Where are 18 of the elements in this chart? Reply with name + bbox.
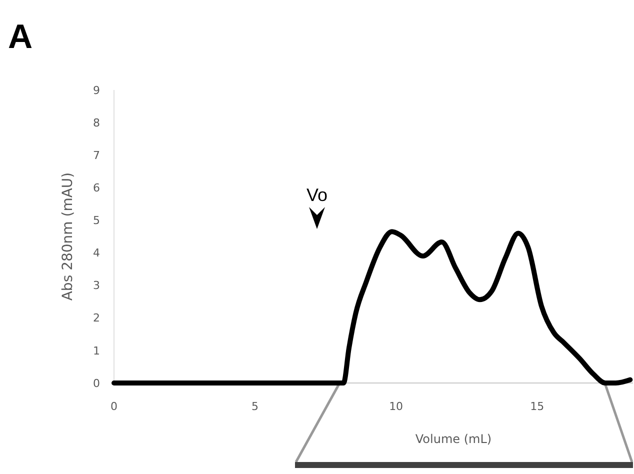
- y-tick-label: 7: [93, 148, 100, 162]
- y-tick-label: 9: [93, 84, 100, 97]
- y-tick-label: 0: [93, 376, 100, 390]
- y-tick-label: 6: [93, 182, 100, 195]
- y-axis-title: Abs 280nm (mAU): [60, 172, 76, 301]
- y-tick-label: 2: [93, 312, 100, 325]
- y-tick-label: 3: [93, 279, 100, 292]
- x-tick-label: 0: [110, 400, 118, 413]
- x-tick-label: 15: [530, 400, 544, 413]
- y-tick-label: 8: [93, 116, 100, 130]
- text: A: [8, 18, 33, 56]
- x-tick-label: 5: [252, 400, 259, 413]
- y-tick-label: 1: [93, 344, 100, 358]
- y-tick-label: 4: [93, 246, 100, 260]
- x-axis-title: Volume (mL): [415, 432, 492, 446]
- y-tick-label: 5: [93, 214, 100, 228]
- x-tick-label: 10: [389, 400, 404, 413]
- annotation: Vo: [306, 185, 328, 205]
